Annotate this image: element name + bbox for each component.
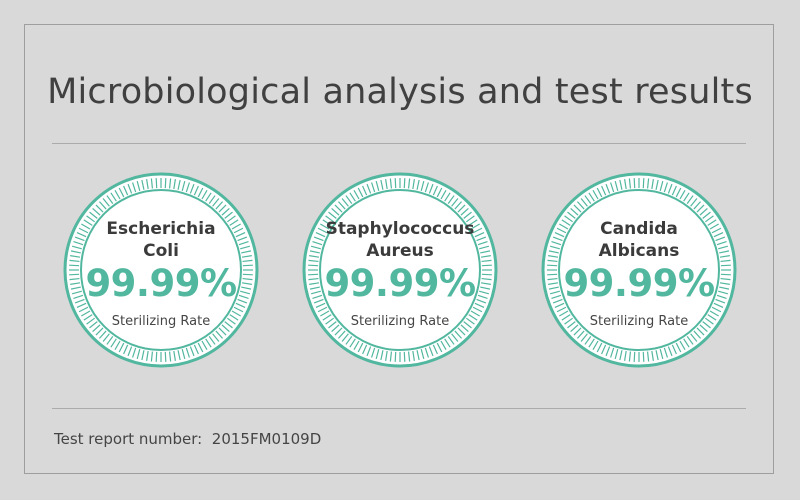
sterilizing-rate-label: Sterilizing Rate bbox=[589, 314, 689, 329]
badge-ring-graphic bbox=[63, 172, 259, 368]
bottom-divider bbox=[52, 408, 746, 409]
sterilizing-rate-label: Sterilizing Rate bbox=[111, 314, 211, 329]
test-report-number: Test report number: 2015FM0109D bbox=[54, 430, 321, 448]
report-number-label: Test report number: bbox=[54, 430, 203, 448]
top-divider bbox=[52, 143, 746, 144]
badge-ring-graphic bbox=[302, 172, 498, 368]
result-badge-staphylococcus-aureus: Staphylococcus Aureus 99.99% Sterilizing … bbox=[302, 172, 498, 368]
sterilizing-rate-value: 99.99% bbox=[324, 262, 476, 305]
result-badge-candida-albicans: Candida Albicans 99.99% Sterilizing Rate bbox=[541, 172, 737, 368]
content-frame bbox=[24, 24, 774, 474]
result-badge-escherichia-coli: Escherichia Coli 99.99% Sterilizing Rate bbox=[63, 172, 259, 368]
sterilizing-rate-value: 99.99% bbox=[563, 262, 715, 305]
sterilizing-rate-value: 99.99% bbox=[85, 262, 237, 305]
organism-name: Candida Albicans bbox=[598, 219, 680, 261]
report-number-value: 2015FM0109D bbox=[211, 430, 322, 448]
page-title: Microbiological analysis and test result… bbox=[47, 72, 753, 112]
sterilizing-rate-label: Sterilizing Rate bbox=[350, 314, 450, 329]
badge-ring-graphic bbox=[541, 172, 737, 368]
organism-name: Staphylococcus Aureus bbox=[325, 219, 475, 261]
organism-name: Escherichia Coli bbox=[106, 219, 216, 261]
